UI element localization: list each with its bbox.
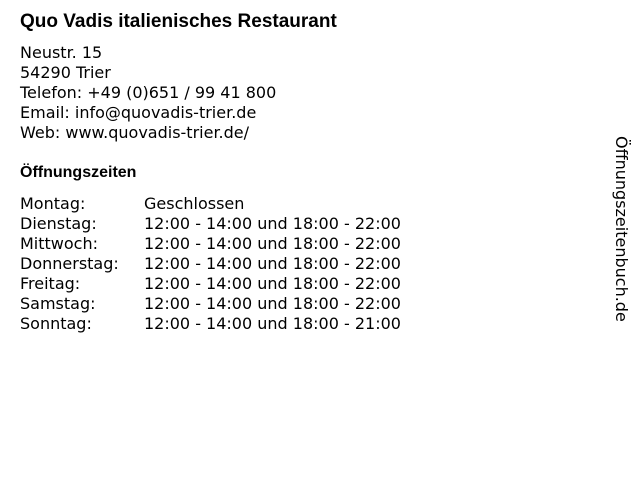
hours-heading: Öffnungszeiten [20, 164, 137, 181]
hours-row: Donnerstag: 12:00 - 14:00 und 18:00 - 22:… [20, 254, 401, 274]
street: Neustr. 15 [20, 43, 103, 62]
time: Geschlossen [144, 194, 245, 213]
day: Sonntag: [20, 314, 92, 333]
hours-row: Dienstag: 12:00 - 14:00 und 18:00 - 22:00 [20, 214, 401, 234]
day: Samstag: [20, 294, 96, 313]
time: 12:00 - 14:00 und 18:00 - 22:00 [144, 274, 401, 293]
website: Web: www.quovadis-trier.de/ [20, 123, 250, 142]
watermark: Öffnungszeitenbuch.de [612, 136, 631, 322]
email: Email: info@quovadis-trier.de [20, 103, 257, 122]
day: Montag: [20, 194, 86, 213]
day: Donnerstag: [20, 254, 119, 273]
page-title: Quo Vadis italienisches Restaurant [20, 11, 337, 32]
day: Freitag: [20, 274, 81, 293]
hours-row: Sonntag: 12:00 - 14:00 und 18:00 - 21:00 [20, 314, 401, 334]
hours-row: Montag: Geschlossen [20, 194, 401, 214]
hours-row: Mittwoch: 12:00 - 14:00 und 18:00 - 22:00 [20, 234, 401, 254]
city: 54290 Trier [20, 63, 111, 82]
time: 12:00 - 14:00 und 18:00 - 21:00 [144, 314, 401, 333]
hours-row: Freitag: 12:00 - 14:00 und 18:00 - 22:00 [20, 274, 401, 294]
day: Dienstag: [20, 214, 97, 233]
address-block: Neustr. 15 54290 Trier Telefon: +49 (0)6… [20, 43, 276, 143]
time: 12:00 - 14:00 und 18:00 - 22:00 [144, 214, 401, 233]
hours-row: Samstag: 12:00 - 14:00 und 18:00 - 22:00 [20, 294, 401, 314]
time: 12:00 - 14:00 und 18:00 - 22:00 [144, 294, 401, 313]
hours-table: Montag: Geschlossen Dienstag: 12:00 - 14:0… [20, 194, 401, 334]
phone: Telefon: +49 (0)651 / 99 41 800 [20, 83, 277, 102]
day: Mittwoch: [20, 234, 98, 253]
time: 12:00 - 14:00 und 18:00 - 22:00 [144, 234, 401, 253]
time: 12:00 - 14:00 und 18:00 - 22:00 [144, 254, 401, 273]
